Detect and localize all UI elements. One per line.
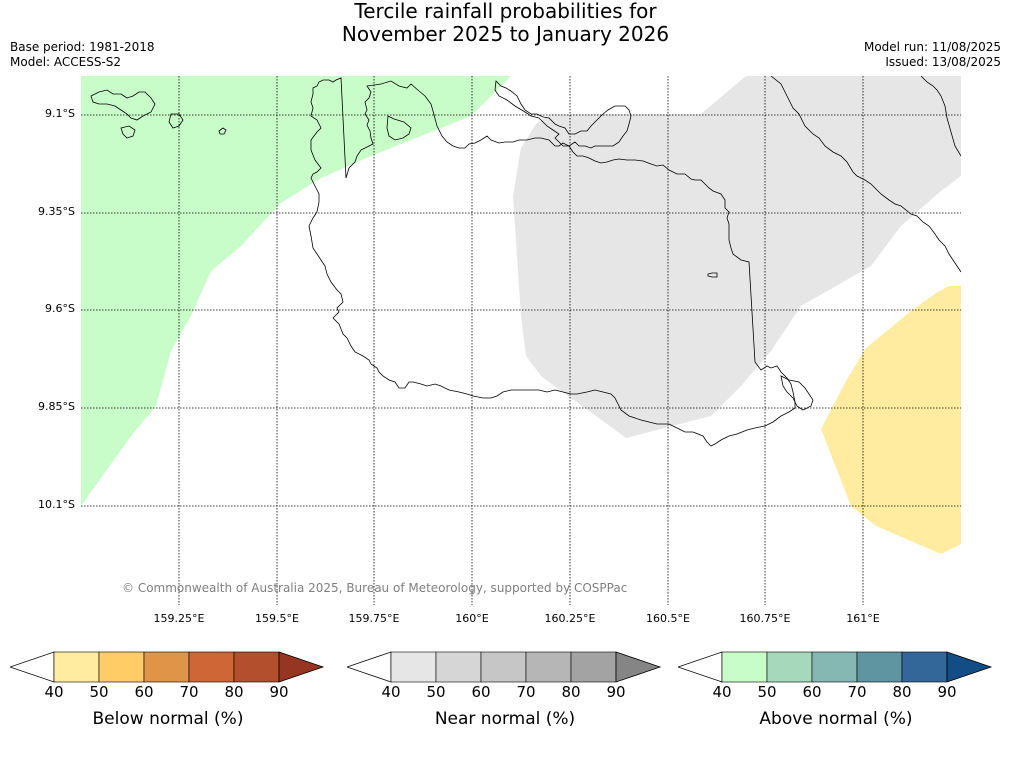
russell-islet-3-coastline [218,127,227,135]
colorbar-swatches [676,651,993,683]
colorbar-tick-label: 50 [426,683,446,701]
meta-left: Base period: 1981-2018 Model: ACCESS-S2 [10,40,155,70]
lat-label: 9.35°S [38,205,75,218]
islet-coastline [707,272,718,278]
colorbar-swatch [143,651,190,683]
colorbar-max-arrow [615,651,662,683]
colorbar-title: Near normal (%) [434,709,576,729]
colorbar-tick-label: 70 [847,683,867,701]
colorbar-tick-label: 60 [802,683,822,701]
colorbar-swatch [570,651,617,683]
copyright-text: © Commonwealth of Australia 2025, Bureau… [122,581,628,595]
colorbar-swatch [721,651,768,683]
colorbar-swatch [811,651,858,683]
meta-right: Model run: 11/08/2025 Issued: 13/08/2025 [864,40,1001,70]
lon-label: 160°E [455,612,489,625]
colorbar-tick-label: 90 [606,683,626,701]
colorbar-tick-label: 50 [757,683,777,701]
colorbar-swatch [390,651,437,683]
model-run-text: Model run: 11/08/2025 [863,40,1001,54]
colorbar-swatches [345,651,662,683]
colorbar-tick-label: 80 [561,683,581,701]
colorbar-min-arrow [676,651,723,683]
colorbar-swatch [480,651,527,683]
colorbar-min-arrow [345,651,392,683]
colorbar-max-arrow [946,651,993,683]
colorbar-swatch [901,651,948,683]
lat-label: 10.1°S [38,498,75,511]
colorbar-swatch [766,651,813,683]
above-normal-region [81,76,511,506]
lon-label: 160.5°E [646,612,690,625]
lat-label: 9.6°S [45,302,75,315]
lon-label: 161°E [846,612,880,625]
colorbar-tick-label: 80 [224,683,244,701]
issued-text: Issued: 13/08/2025 [885,55,1001,69]
russell-islet-coastline [120,125,136,139]
map-panel [81,76,961,605]
model-text: Model: ACCESS-S2 [10,55,122,69]
colorbar-swatch [53,651,100,683]
base-period-text: Base period: 1981-2018 [10,40,155,54]
colorbar-tick-label: 50 [89,683,109,701]
savo-island-coastline [386,115,412,141]
colorbar-tick-label: 90 [937,683,957,701]
colorbar-tick-label: 90 [269,683,289,701]
lon-label: 159.5°E [255,612,299,625]
graticule [81,76,961,605]
map-title: Tercile rainfall probabilities for Novem… [0,0,1011,46]
malaita-coastline [770,76,961,273]
colorbar-min-arrow [8,651,55,683]
lon-label: 159.25°E [153,612,205,625]
colorbar-swatch [98,651,145,683]
coastlines [90,76,961,447]
below-normal-region [821,286,961,554]
colorbar-swatch [435,651,482,683]
colorbar-tick-label: 70 [179,683,199,701]
florida-islands-coastline [494,80,632,149]
colorbar: 40 50 60 70 80 90 Below normal (%) [8,650,326,729]
ngella-east-coastline [780,375,814,411]
malaita-north-coastline [920,76,961,157]
colorbar-tick-label: 60 [471,683,491,701]
colorbar: 40 50 60 70 80 90 Near normal (%) [345,650,663,729]
colorbar-tick-label: 40 [712,683,732,701]
lat-label: 9.1°S [45,107,75,120]
lon-label: 160.75°E [739,612,791,625]
colorbar: 40 50 60 70 80 90 Above normal (%) [676,650,994,729]
colorbar-swatch [525,651,572,683]
title-line-1: Tercile rainfall probabilities for [354,0,657,23]
colorbar-swatch [188,651,235,683]
russell-islands-coastline [90,89,156,121]
title-line-2: November 2025 to January 2026 [341,22,670,46]
colorbar-tick-label: 80 [892,683,912,701]
russell-islet-2-coastline [168,113,184,129]
colorbar-swatches [8,651,325,683]
colorbar-tick-label: 70 [516,683,536,701]
lon-label: 159.75°E [348,612,400,625]
colorbar-max-arrow [278,651,325,683]
colorbar-title: Below normal (%) [92,709,244,729]
colorbar-swatch [233,651,280,683]
lat-label: 9.85°S [38,400,75,413]
colorbar-tick-label: 60 [134,683,154,701]
colorbar-tick-label: 40 [381,683,401,701]
lon-label: 160.25°E [544,612,596,625]
guadalcanal-coastline [308,77,796,447]
colorbar-title: Above normal (%) [759,709,913,729]
colorbar-tick-label: 40 [44,683,64,701]
colorbar-swatch [856,651,903,683]
